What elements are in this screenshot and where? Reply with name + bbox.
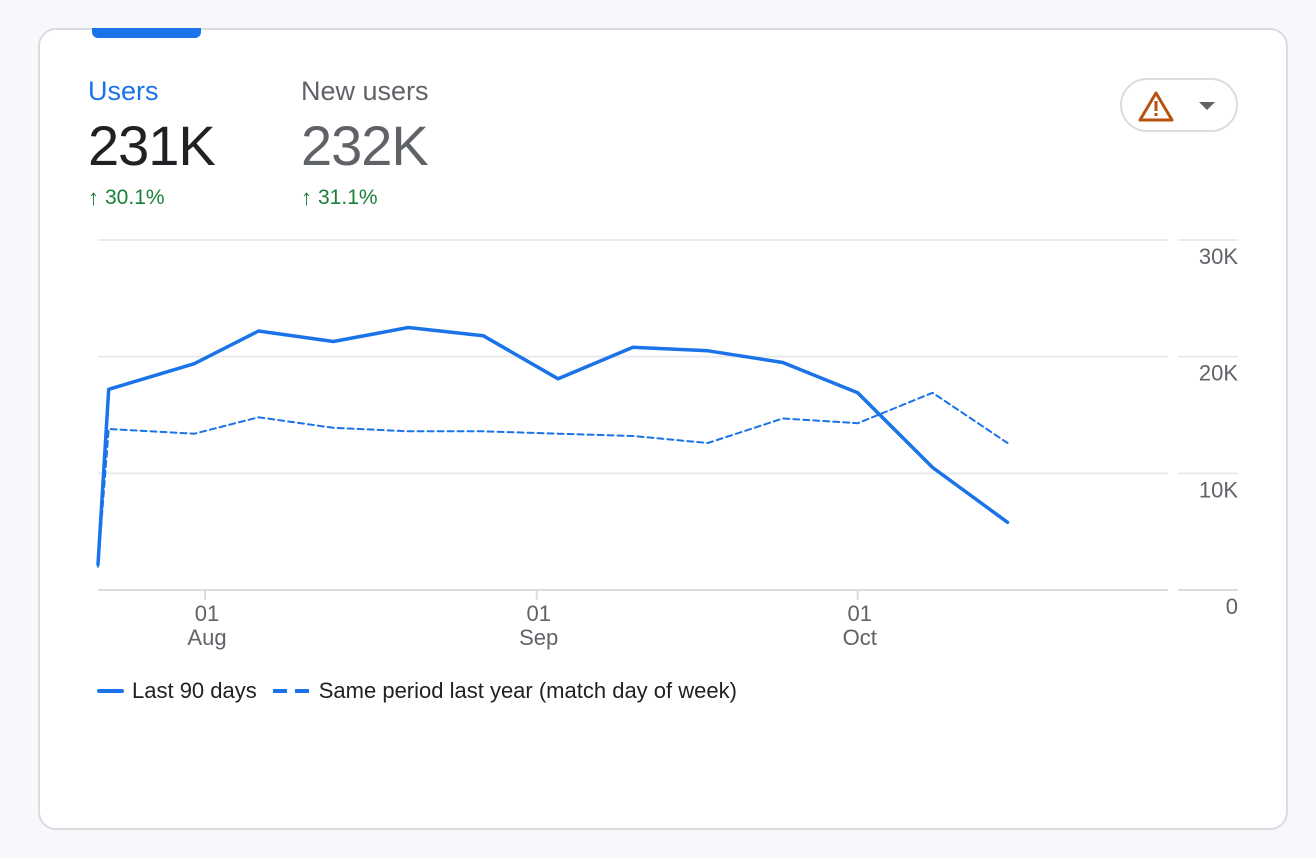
y-tick-label: 0 <box>1226 594 1238 619</box>
warning-triangle-icon <box>1138 91 1174 122</box>
x-tick-month: Oct <box>843 625 877 650</box>
y-tick-label: 10K <box>1199 477 1238 502</box>
metric-new-users-label: New users <box>301 76 429 106</box>
legend-label: Last 90 days <box>132 678 257 703</box>
y-axis: 30K 20K 10K 0 <box>1199 244 1238 619</box>
active-tab-indicator <box>92 28 201 38</box>
arrow-up-icon: ↑ <box>88 185 99 210</box>
chart-series <box>96 325 1010 568</box>
x-tick-day: 01 <box>195 601 219 626</box>
legend-swatch-solid <box>97 689 124 693</box>
legend-item-same-period-last-year[interactable]: Same period last year (match day of week… <box>272 678 737 704</box>
metric-users-change: ↑ 30.1% <box>88 186 215 210</box>
legend-label: Same period last year (match day of week… <box>318 678 737 703</box>
metric-new-users[interactable]: New users 232K ↑ 31.1% <box>301 76 429 210</box>
y-tick-label: 30K <box>1199 244 1238 269</box>
legend-swatch-dashed <box>272 689 309 693</box>
x-tick-month: Sep <box>519 625 558 650</box>
x-tick-day: 01 <box>526 601 550 626</box>
chart-grid <box>98 239 1238 591</box>
users-overview-card <box>38 28 1288 830</box>
metric-new-users-change: ↑ 31.1% <box>301 186 429 210</box>
metric-users-value: 231K <box>88 114 216 177</box>
metric-users[interactable]: Users 231K ↑ 30.1% <box>88 76 216 210</box>
x-tick-month: Aug <box>187 625 226 650</box>
series-line-last-90-days <box>96 325 1010 567</box>
metric-new-users-value: 232K <box>301 114 429 177</box>
y-tick-label: 20K <box>1199 361 1238 386</box>
metric-users-label: Users <box>88 76 159 106</box>
series-line-last-year <box>97 391 1009 568</box>
arrow-up-icon: ↑ <box>301 185 312 210</box>
dropdown-caret-icon <box>1199 102 1215 110</box>
data-quality-dropdown-button[interactable] <box>1120 78 1238 132</box>
legend-item-last-90-days[interactable]: Last 90 days <box>97 678 257 704</box>
chart-legend: Last 90 days Same period last year (matc… <box>97 678 753 704</box>
metric-new-users-change-value: 31.1% <box>318 186 378 209</box>
x-tick-day: 01 <box>847 601 871 626</box>
metric-users-change-value: 30.1% <box>105 186 165 209</box>
